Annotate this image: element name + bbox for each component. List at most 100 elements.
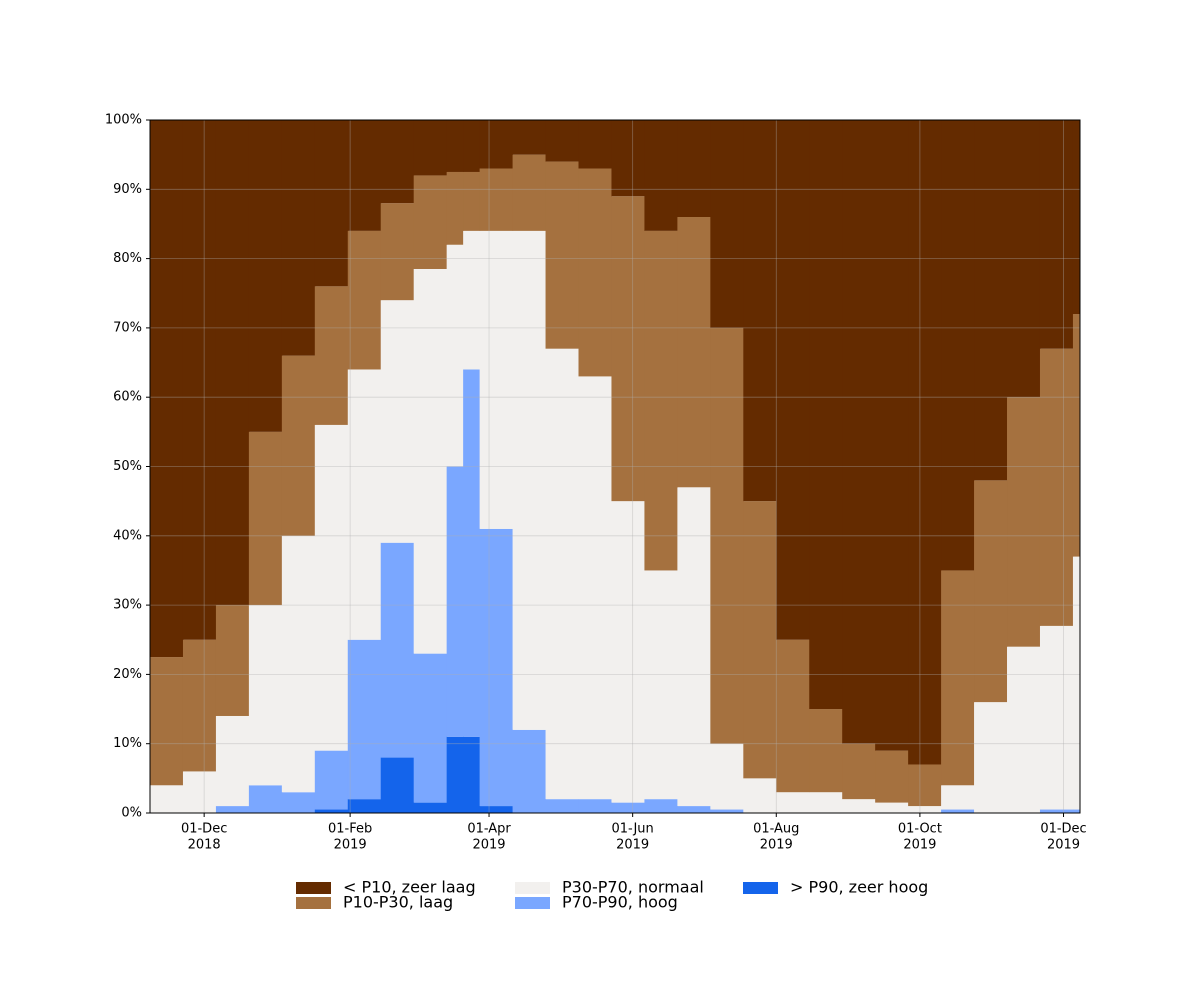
- area-segment: [644, 799, 678, 813]
- area-segment: [941, 120, 975, 571]
- area-segment: [710, 327, 744, 744]
- area-segment: [413, 653, 448, 803]
- area-segment: [743, 778, 777, 813]
- area-segment: [314, 809, 349, 813]
- area-segment: [974, 702, 1008, 813]
- legend-swatch: [296, 882, 331, 894]
- area-segment: [512, 154, 547, 231]
- legend-label: P70-P90, hoog: [562, 893, 678, 912]
- area-segment: [281, 120, 316, 356]
- legend-swatch: [743, 882, 778, 894]
- area-segment: [842, 120, 876, 744]
- area-segment: [479, 806, 514, 813]
- y-tick-label: 10%: [113, 736, 142, 751]
- area-segment: [578, 376, 612, 800]
- x-tick-label: 01-Apr: [467, 822, 511, 837]
- area-segment: [842, 743, 876, 800]
- area-segment: [1039, 625, 1074, 810]
- area-segment: [380, 120, 415, 204]
- area-segment: [512, 729, 547, 813]
- area-segment: [314, 424, 349, 751]
- area-segment: [413, 268, 448, 654]
- area-segment: [908, 120, 942, 765]
- x-tick-label: 01-Dec: [1040, 822, 1086, 837]
- area-segment: [677, 487, 711, 807]
- y-tick-label: 60%: [113, 390, 142, 405]
- x-tick-label: 01-Oct: [898, 822, 942, 837]
- y-tick-label: 50%: [113, 459, 142, 474]
- area-segment: [941, 785, 975, 810]
- legend-label: < P10, zeer laag: [343, 878, 476, 897]
- area-segment: [380, 300, 415, 543]
- area-segment: [545, 348, 580, 800]
- area-segment: [644, 570, 678, 800]
- y-tick-label: 90%: [113, 182, 142, 197]
- area-segment: [347, 120, 382, 231]
- area-segment: [314, 120, 349, 287]
- area-segment: [1039, 120, 1074, 349]
- area-segment: [347, 639, 382, 800]
- area-segment: [463, 120, 481, 172]
- area-segment: [446, 120, 464, 172]
- area-segment: [182, 120, 217, 640]
- area-segment: [347, 369, 382, 640]
- area-segment: [150, 785, 184, 813]
- y-tick-label: 0%: [121, 806, 142, 821]
- area-segment: [908, 806, 942, 813]
- area-segment: [908, 764, 942, 807]
- area-segment: [215, 715, 250, 807]
- area-segment: [677, 217, 711, 488]
- x-tick-label: 2019: [334, 838, 367, 853]
- area-segment: [150, 657, 184, 786]
- area-segment: [347, 230, 382, 370]
- area-segment: [281, 792, 316, 813]
- area-segment: [710, 743, 744, 810]
- area-segment: [578, 120, 612, 169]
- area-segment: [809, 709, 843, 793]
- area-segment: [1007, 646, 1041, 813]
- area-segment: [413, 802, 448, 813]
- legend-swatch: [515, 897, 550, 909]
- area-segment: [446, 736, 464, 813]
- area-segment: [545, 161, 580, 349]
- y-tick-label: 80%: [113, 251, 142, 266]
- area-segment: [479, 120, 514, 169]
- area-segment: [182, 771, 217, 813]
- area-segment: [463, 369, 481, 737]
- area-segment: [1039, 809, 1074, 813]
- x-tick-label: 2019: [760, 838, 793, 853]
- area-segment: [545, 799, 580, 813]
- area-segment: [1072, 314, 1081, 557]
- area-segment: [809, 792, 843, 813]
- area-segment: [463, 171, 481, 231]
- area-segment: [215, 120, 250, 606]
- area-segment: [413, 120, 448, 176]
- x-tick-label: 2019: [616, 838, 649, 853]
- area-segment: [1007, 120, 1041, 398]
- x-tick-label: 01-Jun: [612, 822, 654, 837]
- area-segment: [743, 501, 777, 779]
- area-segment: [677, 120, 711, 218]
- area-segment: [463, 230, 481, 370]
- x-tick-label: 2019: [903, 838, 936, 853]
- area-segment: [1072, 556, 1081, 810]
- area-segment: [380, 203, 415, 301]
- area-segment: [512, 230, 547, 730]
- area-segment: [578, 799, 612, 813]
- y-tick-label: 40%: [113, 528, 142, 543]
- area-segment: [479, 528, 514, 807]
- area-segment: [413, 175, 448, 269]
- y-tick-label: 70%: [113, 320, 142, 335]
- area-segment: [644, 120, 678, 231]
- area-segment: [248, 605, 283, 786]
- area-segment: [875, 750, 909, 803]
- area-segment: [314, 286, 349, 425]
- area-segment: [545, 120, 580, 162]
- y-tick-label: 20%: [113, 667, 142, 682]
- x-tick-label: 2019: [1047, 838, 1080, 853]
- area-segment: [743, 120, 777, 502]
- area-segment: [150, 120, 184, 658]
- area-segment: [479, 230, 514, 529]
- area-segment: [776, 120, 810, 640]
